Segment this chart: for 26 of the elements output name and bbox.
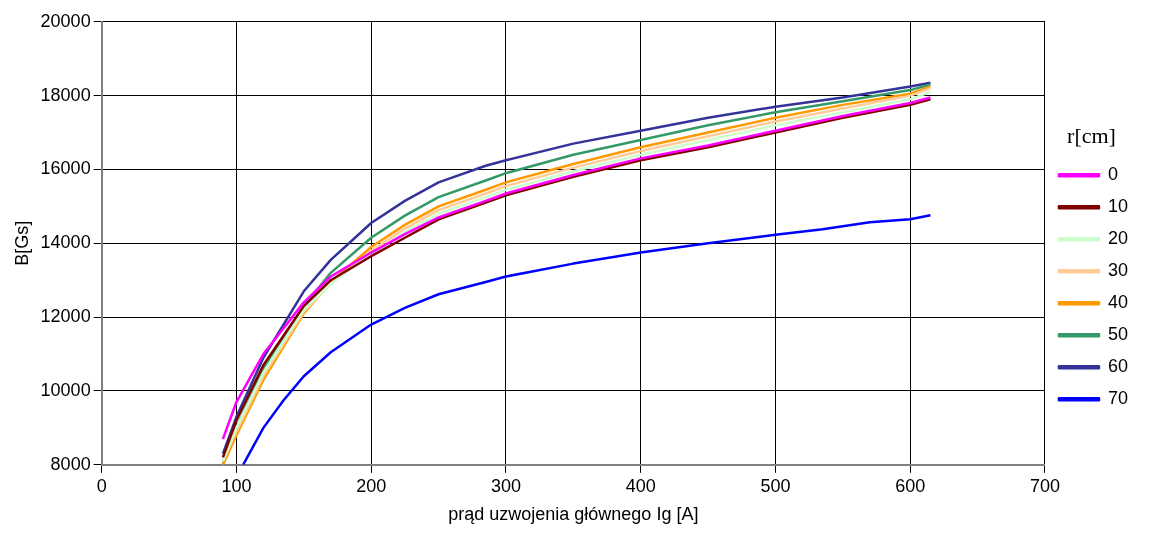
x-tick-label: 400 [625, 475, 656, 496]
y-tick-label: 20000 [40, 10, 91, 31]
x-tick-label: 600 [895, 475, 926, 496]
y-tick-label: 18000 [40, 84, 91, 105]
y-tick-label: 8000 [50, 453, 91, 474]
legend-label: 10 [1107, 196, 1129, 217]
x-tick-label: 700 [1029, 475, 1060, 496]
x-tick-label: 300 [490, 475, 521, 496]
legend-label: 60 [1107, 356, 1129, 377]
x-tick-label: 200 [356, 475, 387, 496]
legend-title: r[cm] [1067, 122, 1116, 148]
x-tick-label: 100 [221, 475, 252, 496]
y-axis-title: B[Gs] [11, 220, 32, 266]
x-tick-label: 0 [96, 475, 107, 496]
legend-label: 30 [1107, 260, 1129, 281]
x-tick-label: 500 [760, 475, 791, 496]
y-tick-label: 14000 [40, 232, 91, 253]
y-tick-label: 12000 [40, 306, 91, 327]
legend-label: 40 [1107, 292, 1129, 313]
y-tick-label: 10000 [40, 379, 91, 400]
y-tick-label: 16000 [40, 158, 91, 179]
legend-label: 0 [1107, 164, 1118, 185]
x-axis-title: prąd uzwojenia głównego Ig [A] [448, 504, 699, 525]
legend-label: 70 [1107, 388, 1129, 409]
legend-label: 50 [1107, 324, 1129, 345]
legend-label: 20 [1107, 228, 1129, 249]
